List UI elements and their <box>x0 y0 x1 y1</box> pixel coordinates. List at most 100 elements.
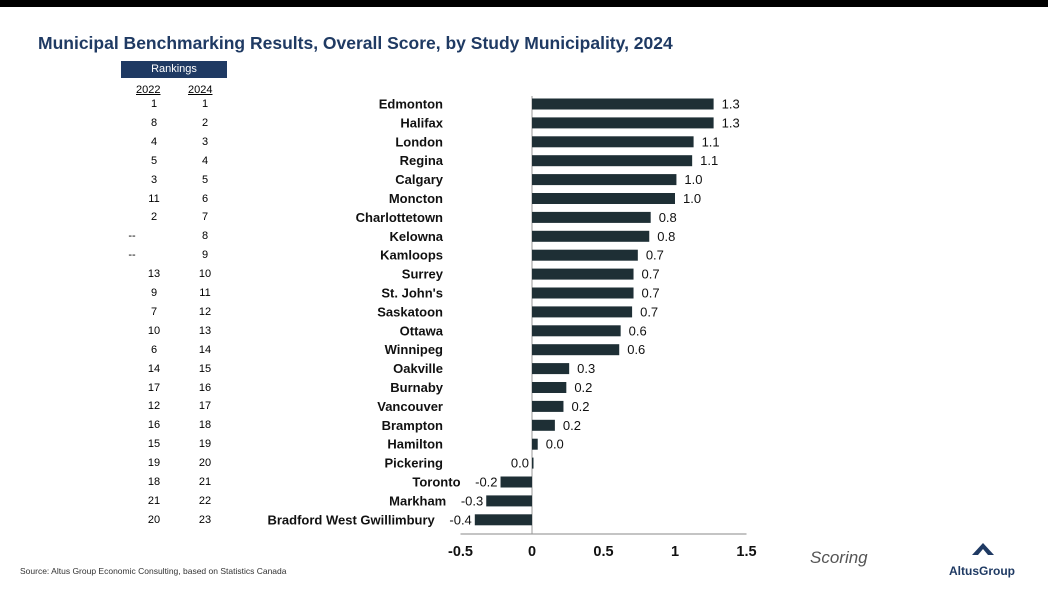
data-label: 1.3 <box>722 97 740 112</box>
rank-2024-cell: 20 <box>198 457 212 470</box>
bar <box>500 476 532 488</box>
data-label: 0.2 <box>563 418 581 433</box>
data-label: 0.6 <box>627 342 645 357</box>
category-label: Moncton <box>389 191 443 206</box>
rank-2024-cell: 5 <box>201 173 209 186</box>
rank-2022-cell: 16 <box>147 419 161 432</box>
bar <box>532 419 555 431</box>
chart-title: Municipal Benchmarking Results, Overall … <box>38 33 673 53</box>
bar <box>532 193 675 204</box>
category-label: Brampton <box>382 418 443 433</box>
rank-2024-cell: 9 <box>201 249 209 262</box>
bar <box>532 211 651 223</box>
x-tick-label: -0.5 <box>448 544 473 560</box>
data-label: 1.1 <box>700 153 718 168</box>
x-tick-label: 0.5 <box>593 544 613 560</box>
rank-2022-cell: 12 <box>147 400 161 413</box>
x-tick-label: 1 <box>671 544 679 560</box>
category-label: Toronto <box>412 475 460 490</box>
x-tick-label: 0 <box>528 544 536 560</box>
rank-2022-cell: 19 <box>147 457 161 470</box>
data-label: 0.8 <box>659 210 677 225</box>
bar <box>474 514 532 526</box>
rank-2022-cell: 1 <box>150 98 158 110</box>
rank-2022-cell: -- <box>128 249 136 262</box>
category-label: Saskatoon <box>377 304 443 319</box>
rank-2024-cell: 19 <box>198 438 212 451</box>
bar <box>532 457 534 469</box>
rank-2024-cell: 6 <box>201 192 209 205</box>
data-label: 0.0 <box>546 437 564 452</box>
category-label: London <box>395 134 443 149</box>
rank-2022-cell: 7 <box>150 305 158 318</box>
bar <box>532 136 694 148</box>
bar <box>532 268 634 280</box>
rank-2022-cell: 8 <box>150 116 158 129</box>
category-label: Regina <box>400 153 444 168</box>
rank-2022-cell: -- <box>128 230 136 243</box>
data-label: 0.0 <box>511 456 529 471</box>
rank-2024-cell: 22 <box>198 494 212 507</box>
data-label: -0.4 <box>449 512 471 527</box>
bar <box>532 325 621 337</box>
rank-2022-cell: 11 <box>148 192 160 205</box>
rank-2024-cell: 18 <box>198 419 212 432</box>
x-tick-label: 1.5 <box>736 544 756 560</box>
bar <box>486 495 532 507</box>
category-label: Charlottetown <box>356 210 443 225</box>
rank-2024-cell: 10 <box>198 268 212 281</box>
bar <box>532 98 714 110</box>
category-label: Oakville <box>393 361 443 376</box>
rank-col-2024: 2024 <box>188 84 213 96</box>
rank-2024-cell: 21 <box>198 476 212 488</box>
category-label: Markham <box>389 493 446 508</box>
rank-2024-cell: 8 <box>201 230 209 243</box>
rank-2024-cell: 7 <box>201 211 209 224</box>
category-label: Halifax <box>400 115 443 130</box>
category-label: Pickering <box>384 456 443 471</box>
bar <box>532 249 638 261</box>
category-label: Kamloops <box>380 248 443 263</box>
rank-2024-cell: 12 <box>198 305 212 318</box>
bar <box>532 363 570 375</box>
bar <box>532 230 650 242</box>
rank-2022-cell: 10 <box>147 324 161 337</box>
rank-2024-cell: 14 <box>198 343 212 356</box>
category-label: Hamilton <box>387 437 443 452</box>
category-label: Bradford West Gwillimbury <box>267 512 435 527</box>
data-label: 0.7 <box>642 286 660 301</box>
altus-logo: AltusGroup <box>940 543 1024 579</box>
data-label: 1.0 <box>683 191 701 206</box>
data-label: 0.7 <box>642 267 660 282</box>
rankings-header: Rankings <box>121 61 227 78</box>
bar <box>532 117 714 129</box>
rank-2022-cell: 21 <box>147 494 161 507</box>
bar <box>532 155 693 167</box>
rank-2022-cell: 2 <box>150 211 158 224</box>
category-label: Kelowna <box>390 229 444 244</box>
category-label: St. John's <box>381 286 443 301</box>
category-label: Ottawa <box>400 323 444 338</box>
rank-2024-cell: 13 <box>198 324 212 337</box>
data-label: 0.6 <box>629 323 647 338</box>
category-label: Surrey <box>402 267 444 282</box>
rank-2024-cell: 17 <box>198 400 212 413</box>
top-border <box>0 0 1048 7</box>
data-label: 0.7 <box>646 248 664 263</box>
bar <box>532 344 620 356</box>
rank-2024-cell: 2 <box>201 116 209 129</box>
data-label: 0.2 <box>574 380 592 395</box>
bar <box>532 287 634 299</box>
data-label: 1.1 <box>702 134 720 149</box>
rank-col-2022: 2022 <box>136 84 161 96</box>
rank-2024-cell: 16 <box>198 381 212 394</box>
x-axis-label: Scoring <box>810 548 868 567</box>
rank-2022-cell: 4 <box>150 135 158 148</box>
rank-2022-cell: 15 <box>147 438 161 451</box>
rank-2024-cell: 3 <box>201 135 209 148</box>
rank-2022-cell: 6 <box>150 343 158 356</box>
bar <box>532 382 567 393</box>
category-label: Calgary <box>395 172 443 187</box>
data-label: 0.2 <box>571 399 589 414</box>
